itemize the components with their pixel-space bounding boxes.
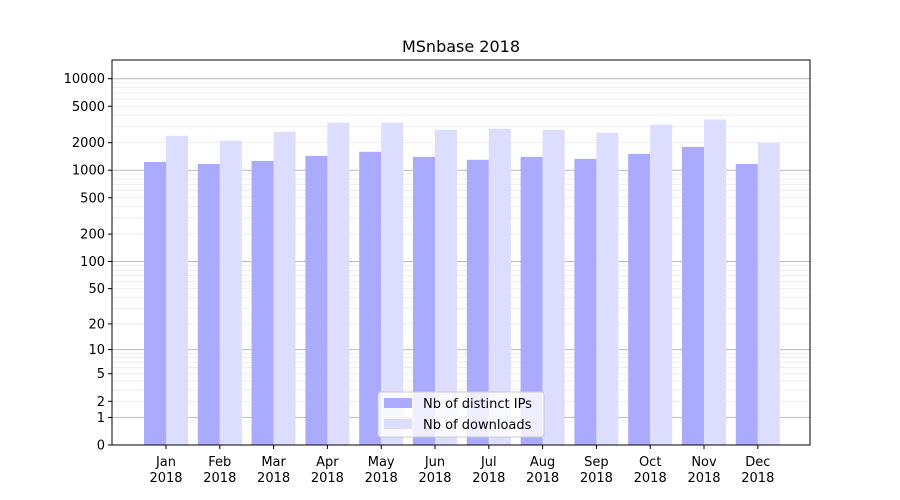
x-tick-label: Oct 2018 — [634, 455, 667, 486]
y-tick-label: 500 — [80, 191, 105, 206]
bar-distinct-ips — [305, 155, 328, 446]
x-tick-label: Jun 2018 — [418, 455, 451, 486]
plot-frame — [111, 59, 811, 446]
bar-distinct-ips — [628, 153, 651, 445]
x-tick-label: Aug 2018 — [526, 455, 559, 486]
bar-distinct-ips — [413, 156, 435, 445]
y-tick-label: 10000 — [64, 72, 105, 87]
legend-swatch-ips — [384, 398, 412, 408]
y-tick-label: 10 — [88, 343, 105, 358]
x-tick-label: Jul 2018 — [472, 455, 505, 486]
bar-distinct-ips — [251, 160, 274, 445]
bar-downloads — [219, 140, 242, 446]
legend: Nb of distinct IPs Nb of downloads — [377, 391, 545, 438]
y-tick-label: 20 — [88, 317, 105, 332]
bar-distinct-ips — [144, 162, 166, 445]
bar-downloads — [327, 122, 350, 445]
bar-downloads — [273, 131, 296, 446]
bar-downloads — [435, 129, 457, 446]
y-tick-label: 5000 — [72, 100, 105, 115]
bar-distinct-ips — [735, 163, 758, 445]
legend-swatch-downloads — [384, 419, 412, 429]
y-tick-label: 0 — [97, 439, 105, 454]
bar-downloads — [757, 142, 780, 445]
x-tick-label: Dec 2018 — [741, 455, 774, 486]
x-tick-label: Feb 2018 — [203, 455, 236, 486]
y-tick-label: 2 — [97, 395, 105, 410]
bar-distinct-ips — [520, 156, 543, 445]
legend-box — [377, 391, 545, 438]
bar-distinct-ips — [197, 163, 220, 445]
bar-distinct-ips — [574, 158, 597, 445]
y-tick-label: 200 — [80, 228, 105, 243]
bar-downloads — [166, 135, 188, 446]
x-tick-label: May 2018 — [365, 455, 398, 486]
y-tick-label: 2000 — [72, 136, 105, 151]
bar-distinct-ips — [682, 146, 704, 445]
x-tick-label: Sep 2018 — [580, 455, 613, 486]
y-tick-label: 100 — [80, 255, 105, 270]
bar-downloads — [596, 132, 619, 445]
y-tick-label: 1 — [97, 411, 105, 426]
y-tick-label: 1000 — [72, 164, 105, 179]
chart-title: MSnbase 2018 — [402, 37, 520, 56]
bar-distinct-ips — [359, 151, 382, 445]
bar-downloads — [488, 128, 511, 446]
x-tick-label: Nov 2018 — [687, 455, 720, 486]
bar-downloads — [542, 129, 565, 446]
y-tick-label: 50 — [88, 282, 105, 297]
bar-distinct-ips — [466, 159, 489, 445]
legend-label-downloads: Nb of downloads — [423, 418, 532, 433]
bar-downloads — [650, 124, 673, 445]
x-tick-label: Apr 2018 — [311, 455, 344, 486]
bar-downloads — [704, 119, 726, 445]
y-tick-label: 5 — [97, 367, 105, 382]
bar-downloads — [381, 122, 404, 445]
x-tick-label: Mar 2018 — [257, 455, 290, 486]
x-tick-label: Jan 2018 — [149, 455, 182, 486]
legend-label-ips: Nb of distinct IPs — [423, 397, 532, 412]
